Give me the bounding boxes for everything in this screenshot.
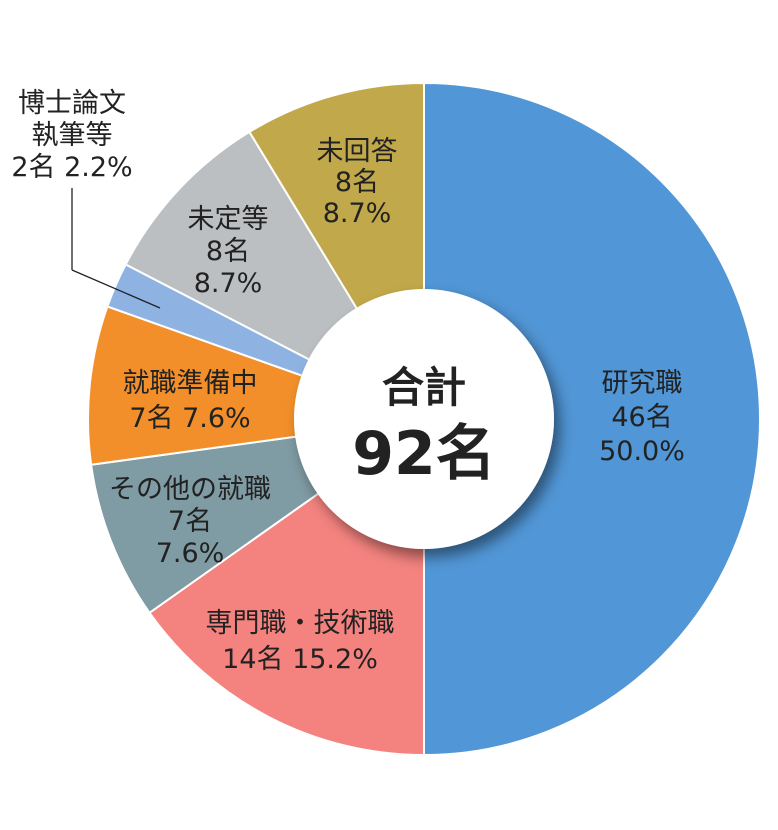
slice-label-line: 8.7% — [194, 268, 263, 299]
slice-label: 未定等 8名 8.7% — [188, 204, 269, 299]
slice-label-line: 就職準備中 — [123, 368, 258, 399]
slice-label-line: その他の就職 — [109, 474, 271, 505]
slice-label-line: 研究職 — [602, 368, 683, 399]
slice-label-line: 8名 — [206, 236, 250, 267]
slice-label-line: 8名 — [335, 167, 379, 198]
slice-label-line: 46名 — [611, 402, 672, 433]
slice-label-line: 執筆等 — [32, 120, 113, 151]
slice-label-line: 14名 15.2% — [222, 644, 378, 675]
slice-label: 博士論文執筆等 2名 2.2% — [11, 88, 132, 183]
slice-label: 研究職 46名 50.0% — [599, 368, 685, 467]
center-total: 92名 — [352, 419, 496, 489]
slice-label-line: 50.0% — [599, 436, 685, 467]
slice-label: 未回答 8名 8.7% — [317, 136, 398, 229]
slice-label-line: 専門職・技術職 — [206, 608, 395, 639]
slice-label: その他の就職 7名 7.6% — [109, 474, 271, 569]
slice-label-line: 8.7% — [323, 198, 392, 229]
slice-label-line: 博士論文 — [18, 88, 126, 119]
slice-label: 就職準備中 7名 7.6% — [123, 368, 258, 434]
slice-label: 専門職・技術職 14名 15.2% — [206, 608, 395, 675]
slice-label-line: 7名 — [168, 506, 212, 537]
slice-label-line: 7名 7.6% — [129, 403, 250, 434]
donut-hole — [294, 289, 554, 549]
center-title: 合計 — [382, 363, 466, 412]
slice-label-line: 2名 2.2% — [11, 152, 132, 183]
slice-label-line: 7.6% — [156, 538, 225, 569]
slice-label-line: 未回答 — [317, 136, 398, 167]
slice-label-line: 未定等 — [188, 204, 269, 235]
callout-leader-line — [71, 269, 161, 309]
